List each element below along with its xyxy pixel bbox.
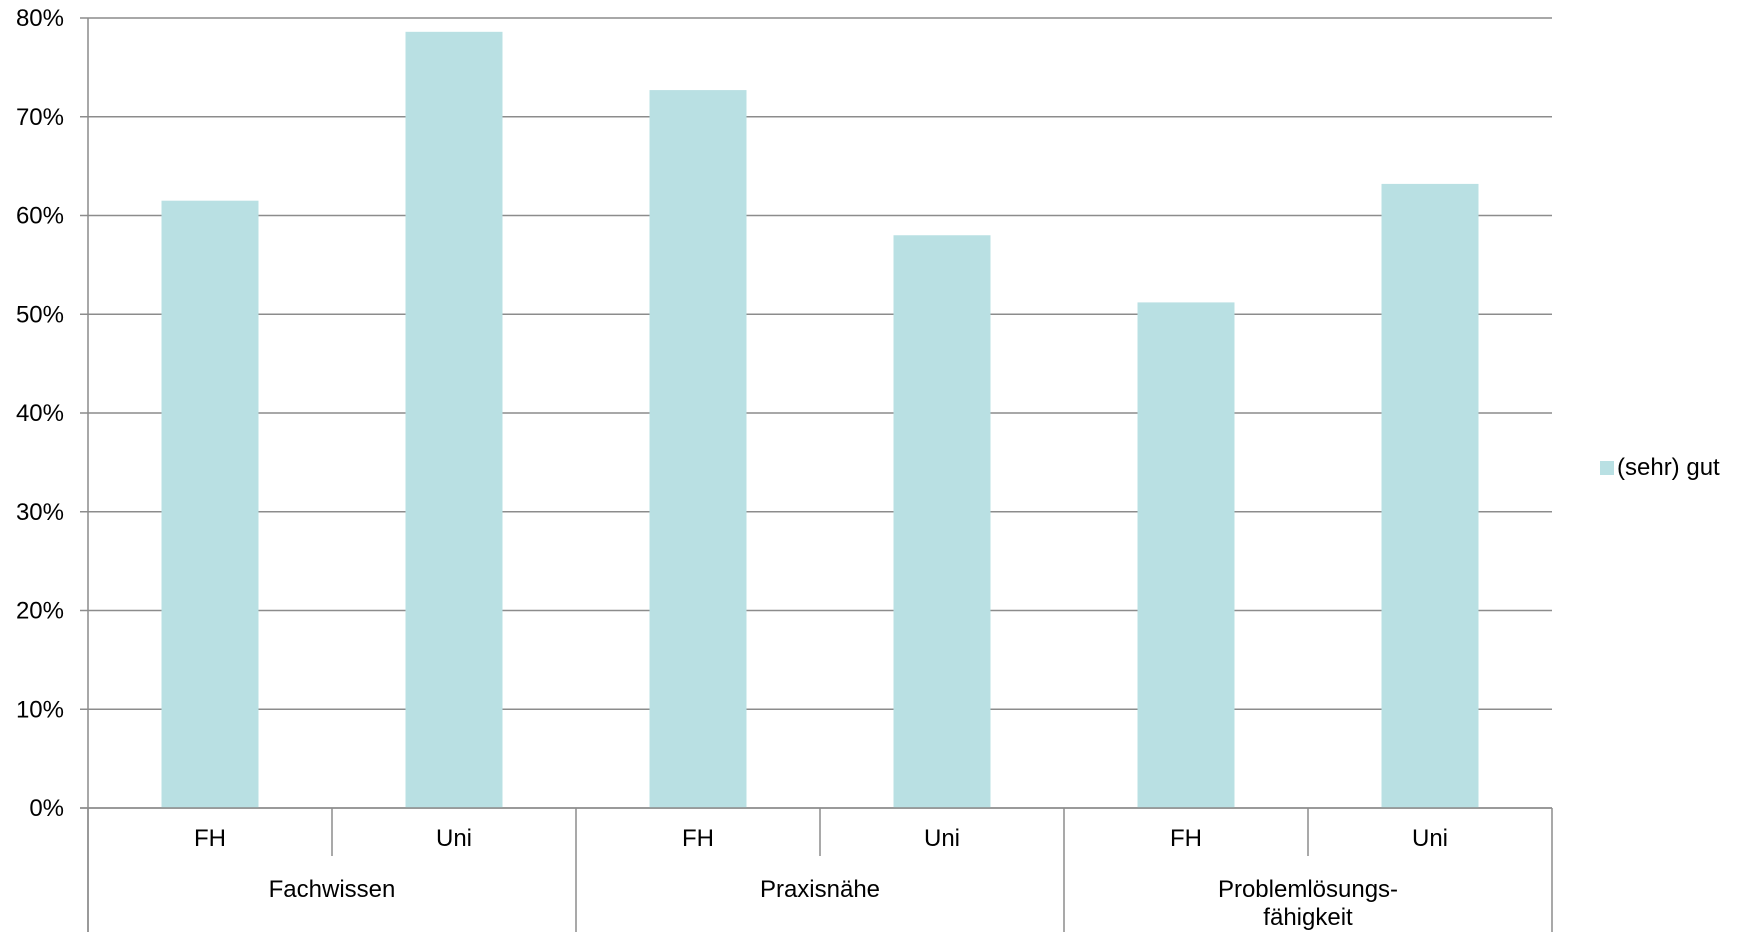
x-tick-label: FH (682, 825, 714, 852)
bar (1381, 183, 1479, 808)
legend-swatch (1600, 461, 1614, 475)
legend-label: (sehr) gut (1617, 454, 1720, 481)
x-tick-label: FH (194, 825, 226, 852)
group-label: Praxisnähe (760, 876, 880, 903)
y-tick-label: 30% (16, 499, 64, 526)
group-label: Fachwissen (269, 876, 396, 903)
bar (649, 90, 747, 808)
bar (405, 31, 503, 808)
group-label: fähigkeit (1263, 904, 1353, 931)
axes (80, 18, 1553, 932)
grid-lines (80, 17, 1552, 809)
bars (161, 31, 1479, 808)
y-tick-label: 10% (16, 696, 64, 723)
x-category-labels: FH Uni FH Uni FH Uni Fachwissen Praxisnähe Probl… (194, 825, 1448, 931)
bar (1137, 302, 1235, 808)
y-tick-label: 40% (16, 400, 64, 427)
y-tick-label: 50% (16, 301, 64, 328)
bar (161, 200, 259, 808)
x-tick-label: Uni (436, 825, 472, 852)
x-tick-label: Uni (1412, 825, 1448, 852)
y-tick-label: 20% (16, 598, 64, 625)
y-tick-labels: 0% 10% 20% 30% 40% 50% 60% 70% 80% (16, 5, 64, 822)
y-tick-label: 80% (16, 5, 64, 32)
legend: (sehr) gut (1600, 454, 1720, 481)
y-tick-label: 60% (16, 203, 64, 230)
bar (893, 235, 991, 808)
x-tick-label: FH (1170, 825, 1202, 852)
group-label: Problemlösungs- (1218, 876, 1398, 903)
y-tick-label: 70% (16, 104, 64, 131)
y-tick-label: 0% (29, 795, 64, 822)
x-tick-label: Uni (924, 825, 960, 852)
